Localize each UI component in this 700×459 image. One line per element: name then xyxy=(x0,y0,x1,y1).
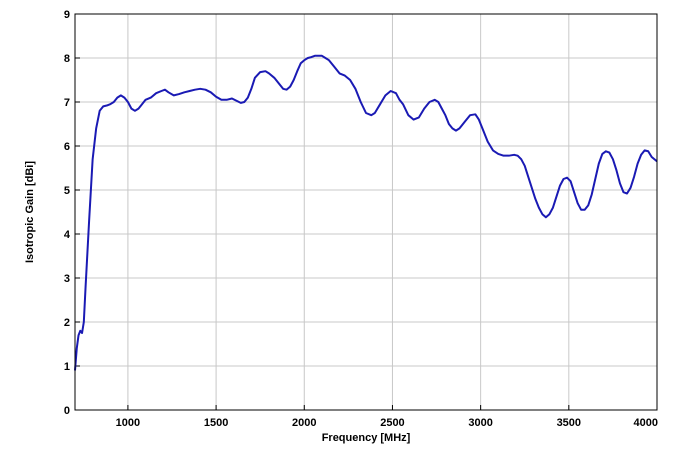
y-tick-label: 9 xyxy=(64,9,70,21)
y-tick-label: 4 xyxy=(64,229,71,241)
y-tick-label: 7 xyxy=(64,97,70,109)
y-tick-label: 8 xyxy=(64,53,70,65)
y-tick-label: 5 xyxy=(64,185,70,197)
y-tick-label: 6 xyxy=(64,141,70,153)
x-axis-label: Frequency [MHz] xyxy=(322,432,411,444)
x-tick-label: 3500 xyxy=(557,417,581,429)
x-tick-label: 2500 xyxy=(380,417,404,429)
y-axis-label: Isotropic Gain [dBi] xyxy=(24,161,36,263)
x-tick-label: 3000 xyxy=(468,417,492,429)
series-layer xyxy=(74,54,658,371)
grid xyxy=(75,14,657,410)
x-tick-label: 2000 xyxy=(292,417,316,429)
x-tick-label: 1000 xyxy=(116,417,140,429)
y-tick-label: 1 xyxy=(64,361,70,373)
x-tick-label: 1500 xyxy=(204,417,228,429)
plot-frame xyxy=(74,13,658,411)
x-tick-labels: 1000 1500 2000 2500 3000 3500 4000 xyxy=(116,417,658,429)
y-tick-label: 0 xyxy=(64,405,70,417)
y-tick-labels: 0 1 2 3 4 5 6 7 8 9 xyxy=(64,9,71,417)
x-tick-label: 4000 xyxy=(634,417,658,429)
series-line xyxy=(74,54,658,371)
y-tick-label: 2 xyxy=(64,317,70,329)
y-tick-label: 3 xyxy=(64,273,70,285)
